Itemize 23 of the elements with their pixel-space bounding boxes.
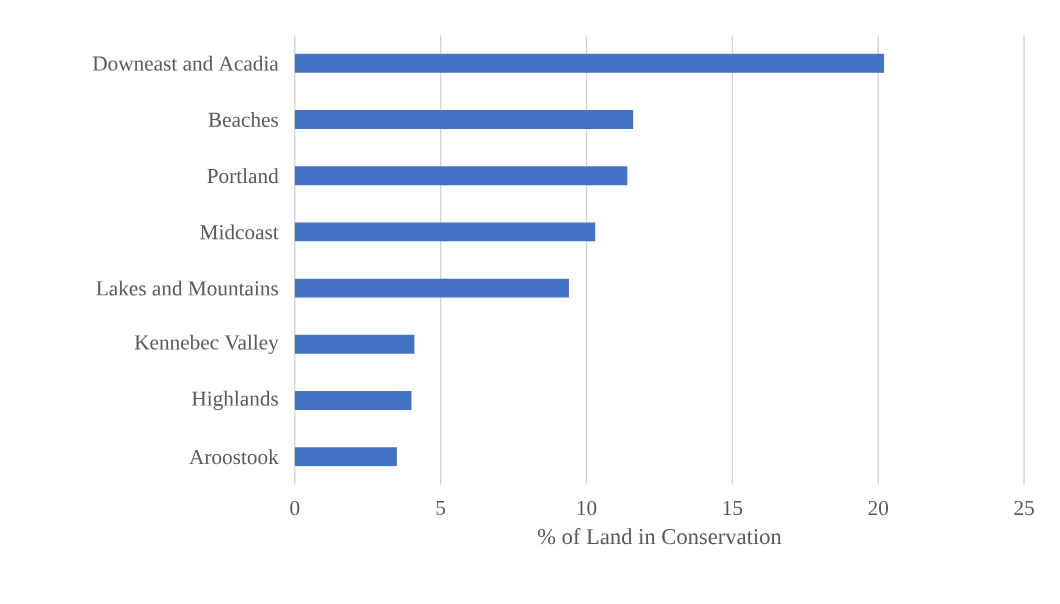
y-tick-label: Highlands [191,390,278,411]
y-tick-label: Beaches [208,112,278,128]
bar [294,334,415,354]
bar [294,222,596,242]
x-tick-label: 5 [436,500,446,516]
y-tick-label: Aroostook [189,449,279,465]
bar [294,278,569,298]
bar [294,447,397,467]
y-tick-label: Midcoast [200,224,279,240]
x-axis-title: % of Land in Conservation [537,528,782,545]
bar [294,110,634,129]
y-tick-label: Lakes and Mountains [96,280,278,296]
y-tick-label: Kennebec Valley [134,334,279,355]
bar [294,53,885,73]
x-tick-label: 20 [868,500,889,516]
x-tick-label: 10 [577,500,597,516]
x-tick-label: 25 [1014,500,1034,516]
bar [294,166,628,186]
x-tick-label: 0 [290,500,300,516]
y-tick-label: Portland [207,168,279,184]
bar [294,391,412,411]
y-tick-label: Downeast and Acadia [92,55,279,71]
x-tick-label: 15 [723,500,743,516]
